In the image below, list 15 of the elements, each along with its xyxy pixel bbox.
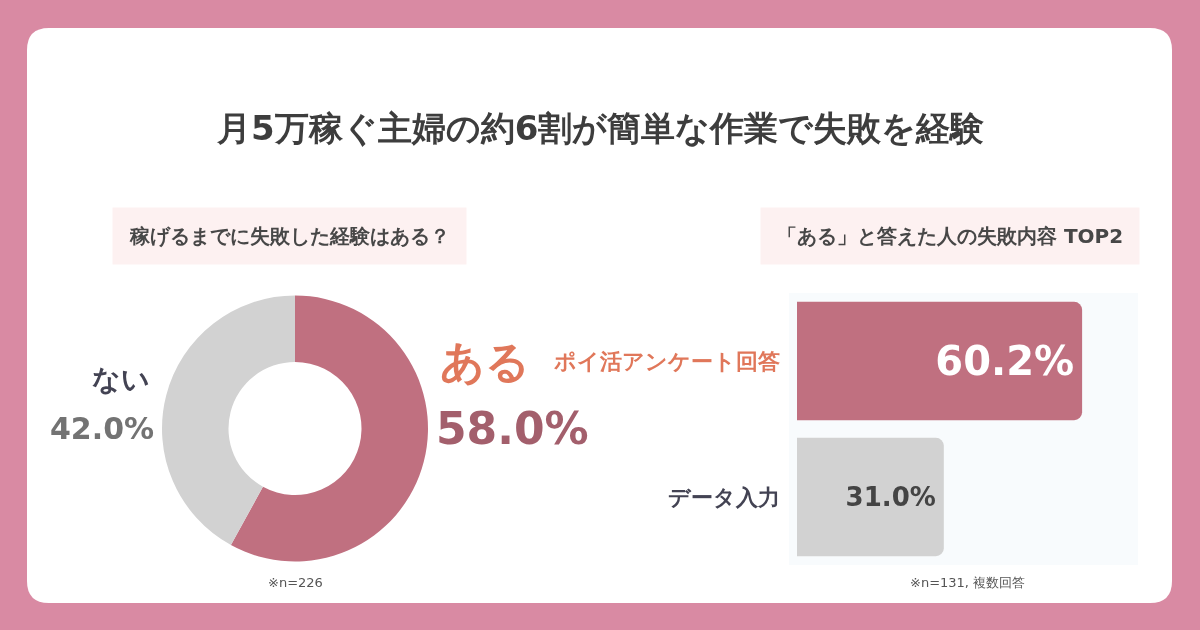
data-label: 60.2%	[935, 338, 1075, 384]
data-label: 31.0%	[845, 482, 936, 512]
chart-subtitle: 稼げるまでに失敗した経験はある？	[129, 224, 450, 248]
y-tick-label: データ入力	[668, 484, 780, 510]
chart-title: 月5万稼ぐ主婦の約6割が簡単な作業で失敗を経験	[216, 108, 985, 148]
data-label: 42.0%	[50, 411, 155, 446]
chart-title: 「ある」と答えた人の失敗内容 TOP2	[777, 224, 1124, 248]
data-label: 58.0%	[436, 403, 589, 454]
y-tick-label: ポイ活アンケート回答	[553, 348, 780, 374]
slice-label: ない	[92, 363, 150, 396]
donut-slice	[230, 295, 428, 562]
donut-slice	[162, 295, 295, 546]
slice-label: ある	[440, 336, 530, 387]
text: ※n=131, 複数回答	[910, 575, 1026, 590]
text: ※n=226	[268, 575, 323, 590]
